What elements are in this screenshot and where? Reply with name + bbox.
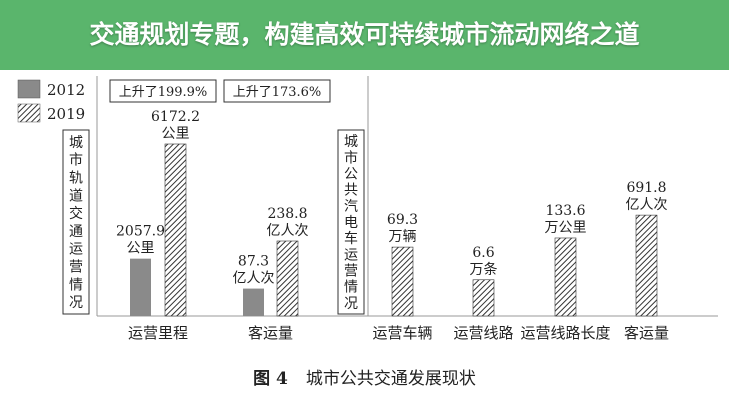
rail-group-label-char: 情: [69, 277, 83, 293]
rail-group-label-char: 况: [69, 295, 83, 311]
bus-运营线路-value: 6.6: [472, 245, 494, 261]
rail-group-label-char: 轨: [69, 171, 83, 187]
bus-group-label-char: 市: [344, 149, 358, 166]
bar-bus-运营线路长度: [554, 237, 577, 317]
bus-运营线路-unit: 万条: [470, 261, 498, 278]
rail-运营里程-2012-unit: 公里: [127, 241, 155, 257]
bus-group-label-char: 况: [344, 296, 358, 312]
caption-number: 图 4: [253, 369, 288, 389]
rail-group-label-char: 运: [69, 242, 83, 258]
change-callout-box: [109, 79, 217, 103]
rail-group-label-char: 道: [69, 188, 83, 204]
caption-text: 城市公共交通发展现状: [305, 369, 476, 389]
legend-label-2012: 2012: [47, 81, 85, 99]
category-label: 运营车辆: [372, 324, 432, 342]
bus-客运量-value: 691.8: [626, 180, 666, 196]
change-callout-box: [223, 79, 331, 103]
bus-group-label-char: 汽: [344, 199, 358, 215]
bus-group-label-box: [337, 129, 365, 315]
bus-group-label-char: 情: [344, 280, 358, 296]
figure-caption: 图 4 城市公共交通发展现状: [0, 364, 729, 389]
rail-group-label-char: 营: [69, 260, 83, 276]
category-label: 客运量: [624, 324, 669, 342]
bus-客运量-unit: 亿人次: [626, 197, 668, 213]
rail-group-label-char: 通: [69, 224, 83, 240]
rail-客运量-2019-value: 238.8: [267, 206, 307, 222]
bus-运营线路长度-value: 133.6: [545, 203, 585, 219]
rail-group-label-char: 城: [69, 135, 83, 151]
rail-group-label-char: 市: [69, 152, 83, 169]
change-callout-text: 上升了173.6%: [233, 85, 322, 100]
legend-label-2019: 2019: [47, 105, 85, 123]
legend-swatch-2019: [17, 103, 41, 123]
category-label: 客运量: [248, 324, 293, 342]
bus-运营线路长度-unit: 万公里: [545, 220, 587, 236]
bus-group-label-char: 电: [344, 215, 358, 231]
rail-group-label-box: [62, 129, 90, 315]
bus-group-label-char: 城: [344, 134, 358, 150]
bus-group-label-char: 共: [344, 183, 358, 199]
rail-运营里程-2019-unit: 公里: [162, 126, 190, 142]
bus-group-label-char: 营: [344, 264, 358, 280]
rail-客运量-2019-unit: 亿人次: [267, 223, 309, 239]
rail-客运量-2012-value: 87.3: [238, 254, 269, 270]
bar-bus-客运量: [635, 214, 658, 317]
bus-运营车辆-unit: 万辆: [389, 229, 417, 245]
rail-客运量-2012-unit: 亿人次: [233, 271, 275, 287]
bar-rail-运营里程-2019: [164, 143, 187, 317]
change-callout-text: 上升了199.9%: [119, 85, 208, 100]
rail-group-label-char: 交: [69, 205, 83, 222]
bars: [130, 143, 658, 317]
category-label: 运营线路: [453, 324, 513, 342]
category-label: 运营线路长度: [520, 324, 610, 342]
bar-rail-客运量-2019: [276, 240, 299, 317]
rail-运营里程-2019-value: 6172.2: [151, 109, 200, 125]
bar-bus-运营线路: [472, 279, 495, 317]
bus-group-label-char: 车: [344, 230, 358, 247]
bar-rail-运营里程-2012: [130, 258, 151, 316]
labels: 20122019城市轨道交通运营情况2057.9公里6172.2公里运营里程上升…: [17, 79, 669, 342]
category-label: 运营里程: [128, 324, 188, 342]
rail-运营里程-2012-value: 2057.9: [116, 224, 165, 240]
bus-运营车辆-value: 69.3: [387, 212, 418, 228]
title-banner: 交通规划专题，构建高效可持续城市流动网络之道: [0, 0, 729, 70]
bus-group-label-char: 运: [344, 247, 358, 263]
banner-title: 交通规划专题，构建高效可持续城市流动网络之道: [89, 20, 640, 49]
bar-bus-运营车辆: [391, 246, 414, 317]
legend-swatch-2012: [17, 79, 41, 99]
bar-rail-客运量-2012: [243, 288, 264, 316]
bus-group-label-char: 公: [344, 166, 358, 182]
